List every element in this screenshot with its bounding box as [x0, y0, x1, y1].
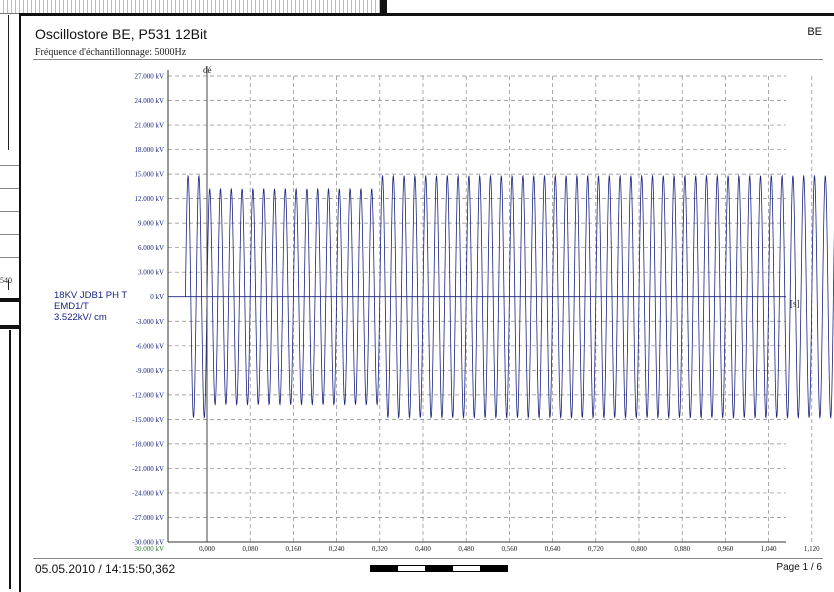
x-tick-label: 0,080: [242, 545, 258, 553]
channel-name: 18KV JDB1 PH T: [54, 290, 128, 301]
brand-label: BE: [807, 26, 822, 38]
x-tick-label: 0,880: [674, 545, 690, 553]
y-tick-label: -30.000 kV: [132, 539, 164, 547]
scale-bar: [370, 565, 508, 572]
x-tick-label: 0,640: [545, 545, 561, 553]
y-tick-label: 0 kV: [150, 293, 164, 301]
y-range-label: 30.000 kV: [134, 545, 164, 553]
y-tick-label: -12.000 kV: [132, 391, 164, 399]
x-tick-label: 1,120: [804, 545, 820, 553]
x-tick-label: 0,800: [631, 545, 647, 553]
channel-id: EMD1/T: [54, 301, 89, 312]
y-tick-label: 6.000 kV: [138, 244, 164, 252]
footer-divider: [33, 558, 823, 559]
sampling-rate-label: Fréquence d'échantillonnage: 5000Hz: [35, 47, 187, 58]
recording-datetime: 05.05.2010 / 14:15:50,362: [35, 562, 176, 576]
y-tick-label: -6.000 kV: [136, 342, 164, 350]
voltage-trace-line: [185, 174, 834, 420]
background-fragment-bar: [0, 298, 19, 302]
x-tick-labels: 0,000 0,080 0,160 0,240 0,320 0,400 0,480 0,560…: [199, 545, 820, 553]
scale-bar-segment: [425, 566, 453, 571]
y-tick-label: -21.000 kV: [132, 465, 164, 473]
background-fragment-grid: [0, 150, 19, 280]
y-tick-label: 15.000 kV: [134, 171, 164, 179]
grid: [168, 75, 813, 543]
channel-scale: 3.522kV/ cm: [54, 312, 107, 323]
background-fragment-label: 540: [0, 276, 12, 285]
background-top-bar: [380, 0, 387, 13]
page-title: Oscillostore BE, P531 12Bit: [35, 26, 207, 42]
header-divider: [33, 59, 823, 60]
y-tick-label: 21.000 kV: [134, 122, 164, 130]
y-tick-labels: 27.000 kV 24.000 kV 21.000 kV 18.000 kV 15.0…: [132, 73, 164, 554]
scale-bar-segment: [371, 566, 399, 571]
page-number: Page 1 / 6: [776, 562, 822, 573]
scale-bar-segment: [452, 566, 480, 571]
y-tick-label: -15.000 kV: [132, 416, 164, 424]
x-tick-label: 0,400: [415, 545, 431, 553]
x-tick-label: 1,040: [761, 545, 777, 553]
trigger-marker: dé: [203, 65, 212, 542]
y-tick-label: 27.000 kV: [134, 73, 164, 81]
voltage-trace: [185, 174, 834, 420]
y-tick-label: 3.000 kV: [138, 269, 164, 277]
x-tick-label: 0,720: [588, 545, 604, 553]
y-tick-label: -24.000 kV: [132, 489, 164, 497]
y-tick-label: -18.000 kV: [132, 440, 164, 448]
channel-label: 18KV JDB1 PH T EMD1/T 3.522kV/ cm: [54, 290, 127, 323]
y-tick-label: -3.000 kV: [136, 318, 164, 326]
scale-bar-segment: [398, 566, 426, 571]
x-tick-label: 0,480: [458, 545, 474, 553]
y-tick-label: -9.000 kV: [136, 367, 164, 375]
y-tick-label: -27.000 kV: [132, 514, 164, 522]
axes: [s]: [167, 70, 800, 543]
scale-bar-segment: [479, 566, 508, 571]
x-tick-label: 0,960: [718, 545, 734, 553]
x-tick-label: 0,160: [286, 545, 302, 553]
background-page-fragment: 540: [0, 0, 380, 589]
background-fragment-edge: [9, 330, 11, 589]
x-tick-label: 0,000: [199, 545, 215, 553]
x-tick-label: 0,240: [329, 545, 345, 553]
trigger-marker-label: dé: [203, 65, 212, 75]
x-tick-label: 0,320: [372, 545, 388, 553]
y-tick-label: 24.000 kV: [134, 97, 164, 105]
background-fragment-bar-lower: [0, 325, 19, 329]
y-tick-label: 18.000 kV: [134, 146, 164, 154]
x-tick-label: 0,560: [502, 545, 518, 553]
y-tick-label: 12.000 kV: [134, 195, 164, 203]
y-tick-label: 9.000 kV: [138, 220, 164, 228]
x-unit-label: [s]: [790, 299, 800, 309]
